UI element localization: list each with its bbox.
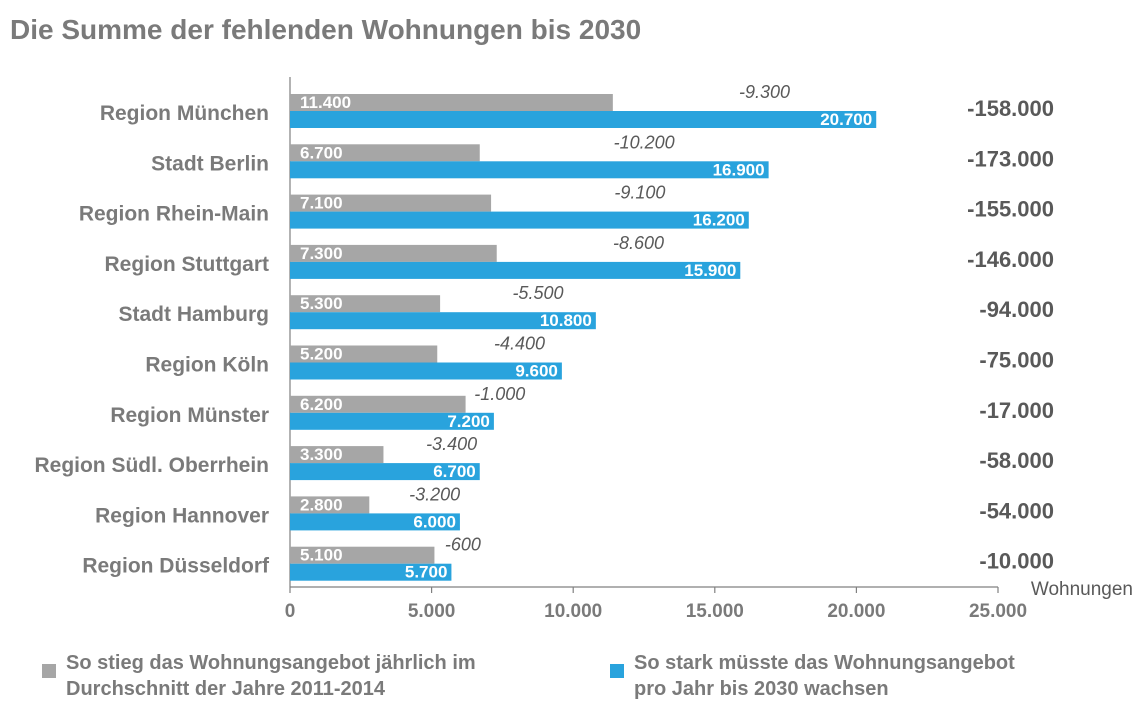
x-tick-label: 20.000 xyxy=(827,601,885,622)
difference-label: -10.200 xyxy=(614,132,675,152)
bar-required-growth xyxy=(290,312,596,330)
bar-required-growth xyxy=(290,161,769,179)
bar-offer-growth-label: 6.700 xyxy=(300,143,343,162)
bar-required-growth-label: 6.700 xyxy=(433,462,476,481)
bar-required-growth xyxy=(290,211,749,229)
legend-label-line: pro Jahr bis 2030 wachsen xyxy=(634,678,889,700)
bar-offer-growth-label: 7.300 xyxy=(300,244,343,263)
bar-required-growth-label: 5.700 xyxy=(405,563,448,582)
legend-swatch-gray xyxy=(42,664,56,678)
legend-item-offer-growth: So stieg das Wohnungsangebot jährlich im… xyxy=(42,650,476,702)
bar-required-growth-label: 7.200 xyxy=(447,412,490,431)
bar-offer-growth-label: 7.100 xyxy=(300,194,343,213)
category-label: Region Hannover xyxy=(95,504,269,527)
category-label: Stadt Hamburg xyxy=(118,303,269,326)
x-tick-label: 15.000 xyxy=(686,601,744,622)
total-shortfall-label: -10.000 xyxy=(979,549,1054,574)
chart-title: Die Summe der fehlenden Wohnungen bis 20… xyxy=(10,14,642,45)
category-label: Region Stuttgart xyxy=(105,253,269,276)
difference-label: -9.300 xyxy=(739,82,790,102)
legend-label: So stark müsste das Wohnungsangebot pro … xyxy=(634,650,1015,702)
x-tick-label: 10.000 xyxy=(544,601,602,622)
total-shortfall-label: -158.000 xyxy=(967,96,1054,121)
bar-offer-growth-label: 11.400 xyxy=(300,93,351,112)
bar-required-growth xyxy=(290,261,741,279)
bar-offer-growth xyxy=(290,144,480,162)
legend-label: So stieg das Wohnungsangebot jährlich im… xyxy=(66,650,476,702)
total-shortfall-label: -173.000 xyxy=(967,146,1054,171)
difference-label: -8.600 xyxy=(613,233,664,253)
bar-offer-growth xyxy=(290,94,613,111)
bar-required-growth xyxy=(290,362,562,380)
bar-offer-growth xyxy=(290,546,435,564)
difference-label: -1.000 xyxy=(474,384,525,404)
total-shortfall-label: -155.000 xyxy=(967,197,1054,222)
bar-required-growth xyxy=(290,463,480,481)
bar-offer-growth xyxy=(290,496,370,514)
difference-label: -4.400 xyxy=(494,334,545,354)
category-label: Region Köln xyxy=(145,354,269,377)
bar-offer-growth xyxy=(290,194,492,212)
bar-offer-growth-label: 6.200 xyxy=(300,395,343,414)
total-shortfall-label: -75.000 xyxy=(979,348,1054,373)
difference-label: -600 xyxy=(445,535,481,555)
x-tick-label: 5.000 xyxy=(408,601,456,622)
category-label: Region Südl. Oberrhein xyxy=(34,454,269,477)
legend-label-line: Durchschnitt der Jahre 2011-2014 xyxy=(66,678,386,700)
bar-offer-growth-label: 5.100 xyxy=(300,546,343,565)
total-shortfall-label: -17.000 xyxy=(979,398,1054,423)
category-label: Region Rhein-Main xyxy=(79,203,269,226)
x-tick-label: 0 xyxy=(285,601,296,622)
bar-required-growth-label: 15.900 xyxy=(684,261,736,280)
bar-required-growth xyxy=(290,513,460,531)
bar-required-growth xyxy=(290,111,877,128)
bar-required-growth-label: 16.200 xyxy=(693,211,745,230)
category-label: Stadt Berlin xyxy=(151,152,269,175)
bar-offer-growth xyxy=(290,345,438,363)
bar-required-growth xyxy=(290,412,494,430)
bar-required-growth xyxy=(290,563,452,581)
total-shortfall-label: -54.000 xyxy=(979,498,1054,523)
x-axis-label: Wohnungen xyxy=(1031,579,1133,600)
category-label: Region Düsseldorf xyxy=(82,555,270,578)
category-label: Region München xyxy=(100,102,269,125)
bar-required-growth-label: 16.900 xyxy=(713,160,765,179)
total-shortfall-label: -94.000 xyxy=(979,297,1054,322)
difference-label: -3.400 xyxy=(426,434,477,454)
bar-required-growth-label: 20.700 xyxy=(820,110,872,129)
bar-offer-growth-label: 3.300 xyxy=(300,445,343,464)
bar-offer-growth xyxy=(290,295,441,313)
bar-offer-growth xyxy=(290,446,384,464)
legend-label-line: So stark müsste das Wohnungsangebot xyxy=(634,652,1015,674)
x-tick-label: 25.000 xyxy=(969,601,1027,622)
bar-required-growth-label: 6.000 xyxy=(413,512,456,531)
total-shortfall-label: -58.000 xyxy=(979,448,1054,473)
bar-offer-growth-label: 5.200 xyxy=(300,345,343,364)
bar-offer-growth-label: 2.800 xyxy=(300,495,343,514)
total-shortfall-label: -146.000 xyxy=(967,247,1054,272)
difference-label: -9.100 xyxy=(614,183,665,203)
difference-label: -3.200 xyxy=(409,484,460,504)
bar-offer-growth xyxy=(290,395,466,413)
category-label: Region Münster xyxy=(110,404,269,427)
legend-label-line: So stieg das Wohnungsangebot jährlich im xyxy=(66,652,476,674)
bar-offer-growth-label: 5.300 xyxy=(300,294,343,313)
difference-label: -5.500 xyxy=(512,283,563,303)
bar-required-growth-label: 10.800 xyxy=(540,311,592,330)
legend-item-required-growth: So stark müsste das Wohnungsangebot pro … xyxy=(610,650,1015,702)
bar-offer-growth xyxy=(290,244,497,262)
legend-swatch-blue xyxy=(610,664,624,678)
bar-required-growth-label: 9.600 xyxy=(515,362,558,381)
